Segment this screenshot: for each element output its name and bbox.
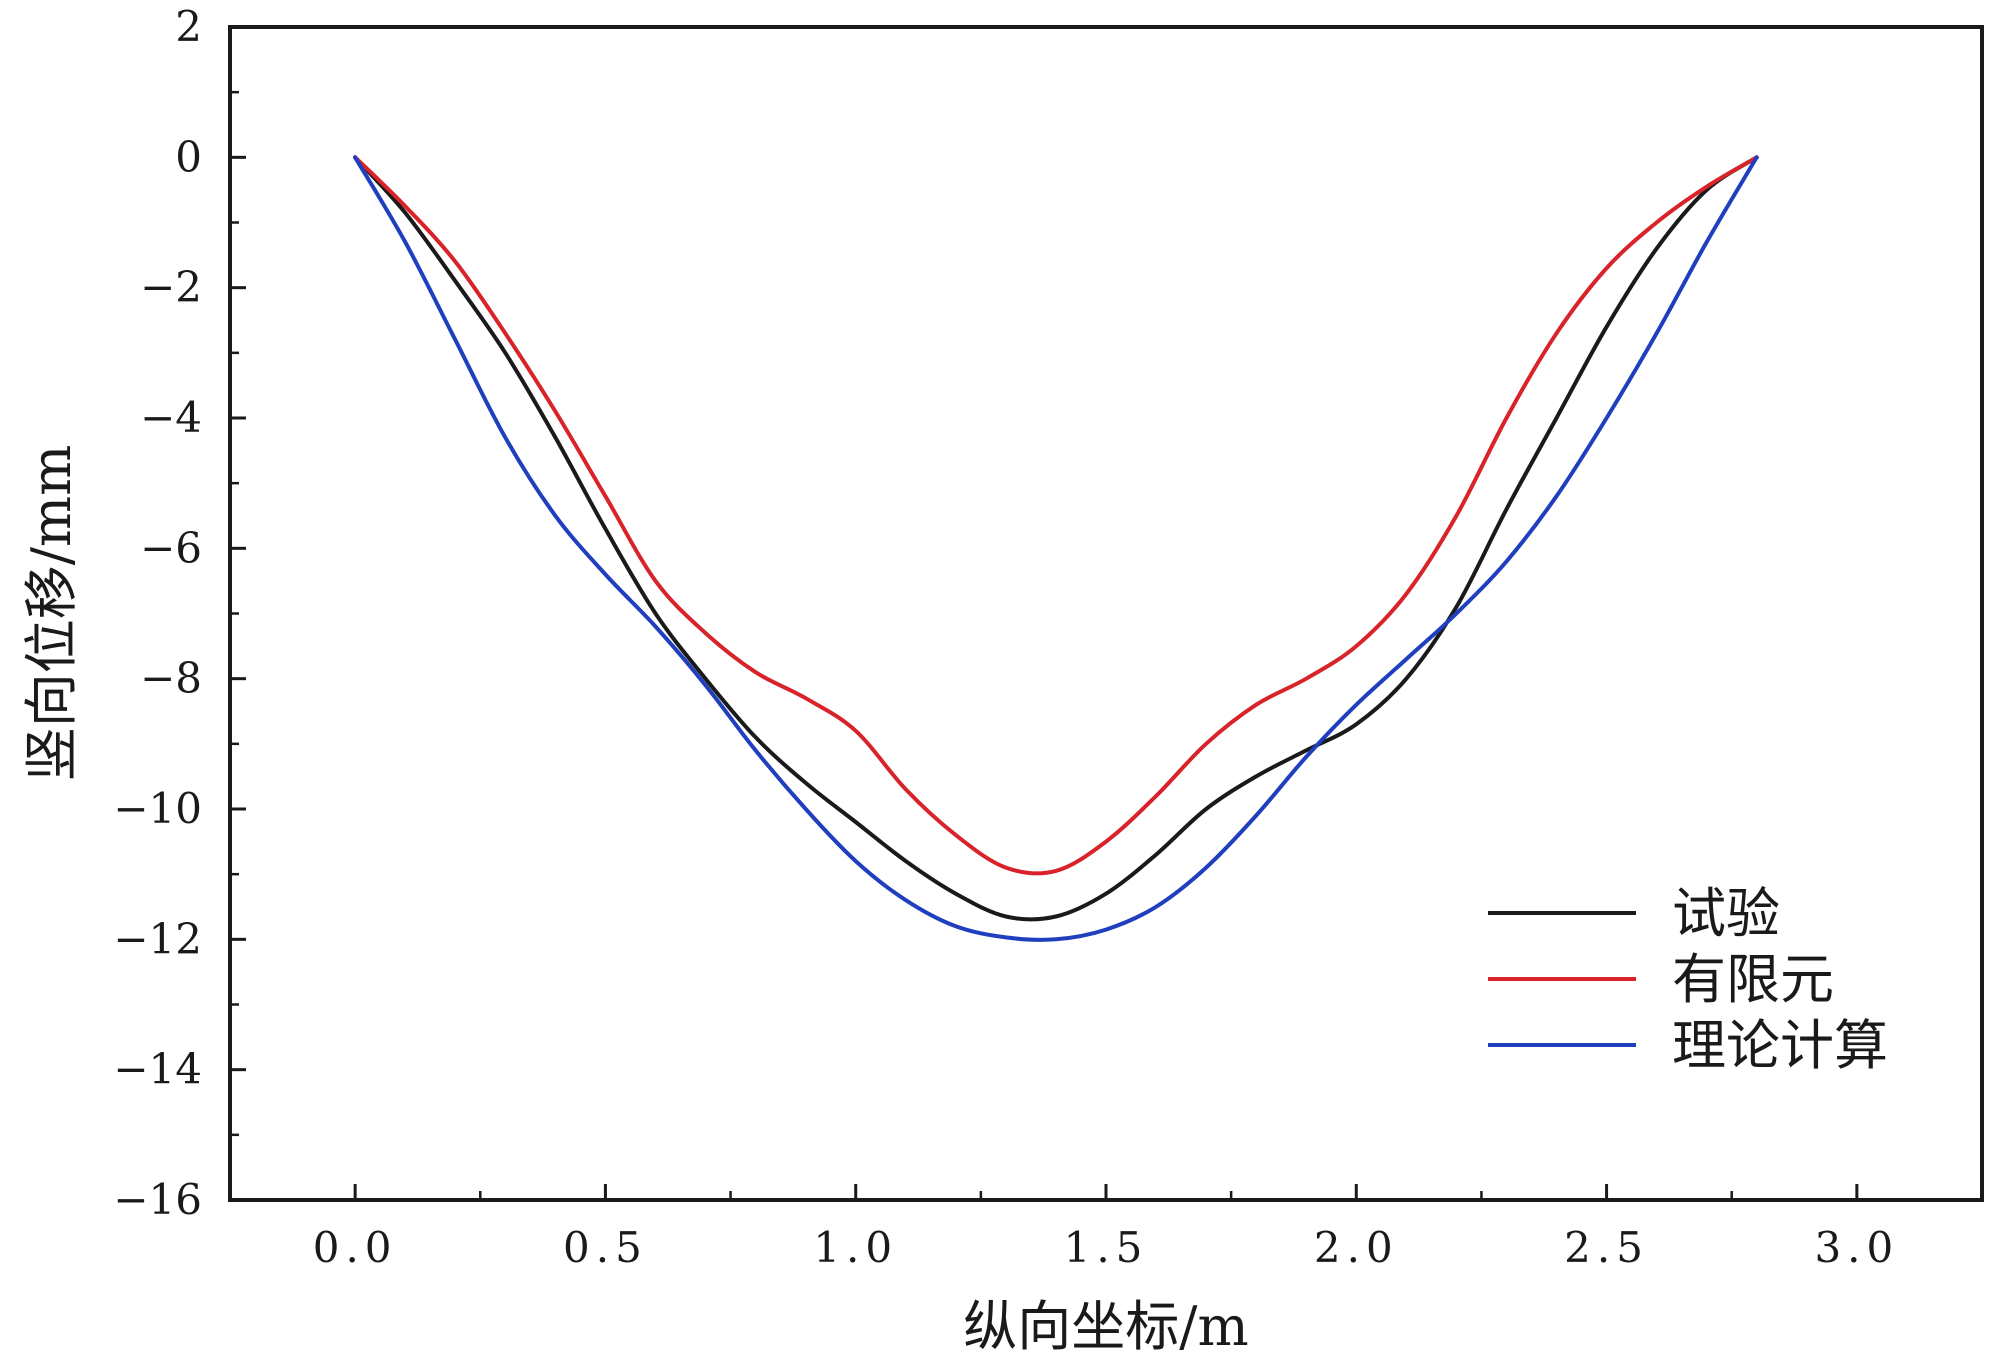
y-tick-label: −10 (113, 784, 202, 833)
x-tick-label: 1.0 (813, 1223, 898, 1272)
x-tick-label: 1.5 (1064, 1223, 1149, 1272)
series-line-fem (353, 155, 1759, 876)
y-tick-label: 2 (175, 2, 202, 51)
y-tick-label: −14 (113, 1045, 202, 1094)
y-axis-title: 竖向位移/mm (20, 445, 83, 782)
x-tick-label: 0.0 (313, 1223, 398, 1272)
x-tick-label: 3.0 (1814, 1223, 1899, 1272)
tick-labels: 0.0 0.5 1.0 1.5 2.0 2.5 3.0 2 0 −2 −4 −6 −8 −10 −12 −14… (113, 2, 1899, 1272)
legend-label-theory: 理论计算 (1672, 1014, 1888, 1077)
y-tick-label: −2 (140, 263, 202, 312)
series-line-test (353, 155, 1759, 922)
legend-label-test: 试验 (1672, 882, 1780, 945)
y-tick-label: 0 (175, 132, 202, 181)
y-tick-label: −6 (140, 523, 202, 572)
y-tick-label: −8 (140, 654, 202, 703)
x-tick-label: 0.5 (563, 1223, 648, 1272)
y-tick-label: −16 (113, 1175, 202, 1224)
ticks (228, 25, 1984, 1202)
series-line-theory (353, 155, 1759, 942)
y-tick-label: −12 (113, 914, 202, 963)
series-lines (353, 155, 1759, 942)
x-tick-label: 2.0 (1314, 1223, 1399, 1272)
legend-label-fem: 有限元 (1672, 948, 1834, 1011)
y-tick-label: −4 (140, 393, 202, 442)
x-tick-label: 2.5 (1564, 1223, 1649, 1272)
x-axis-title: 纵向坐标/m (963, 1295, 1248, 1358)
